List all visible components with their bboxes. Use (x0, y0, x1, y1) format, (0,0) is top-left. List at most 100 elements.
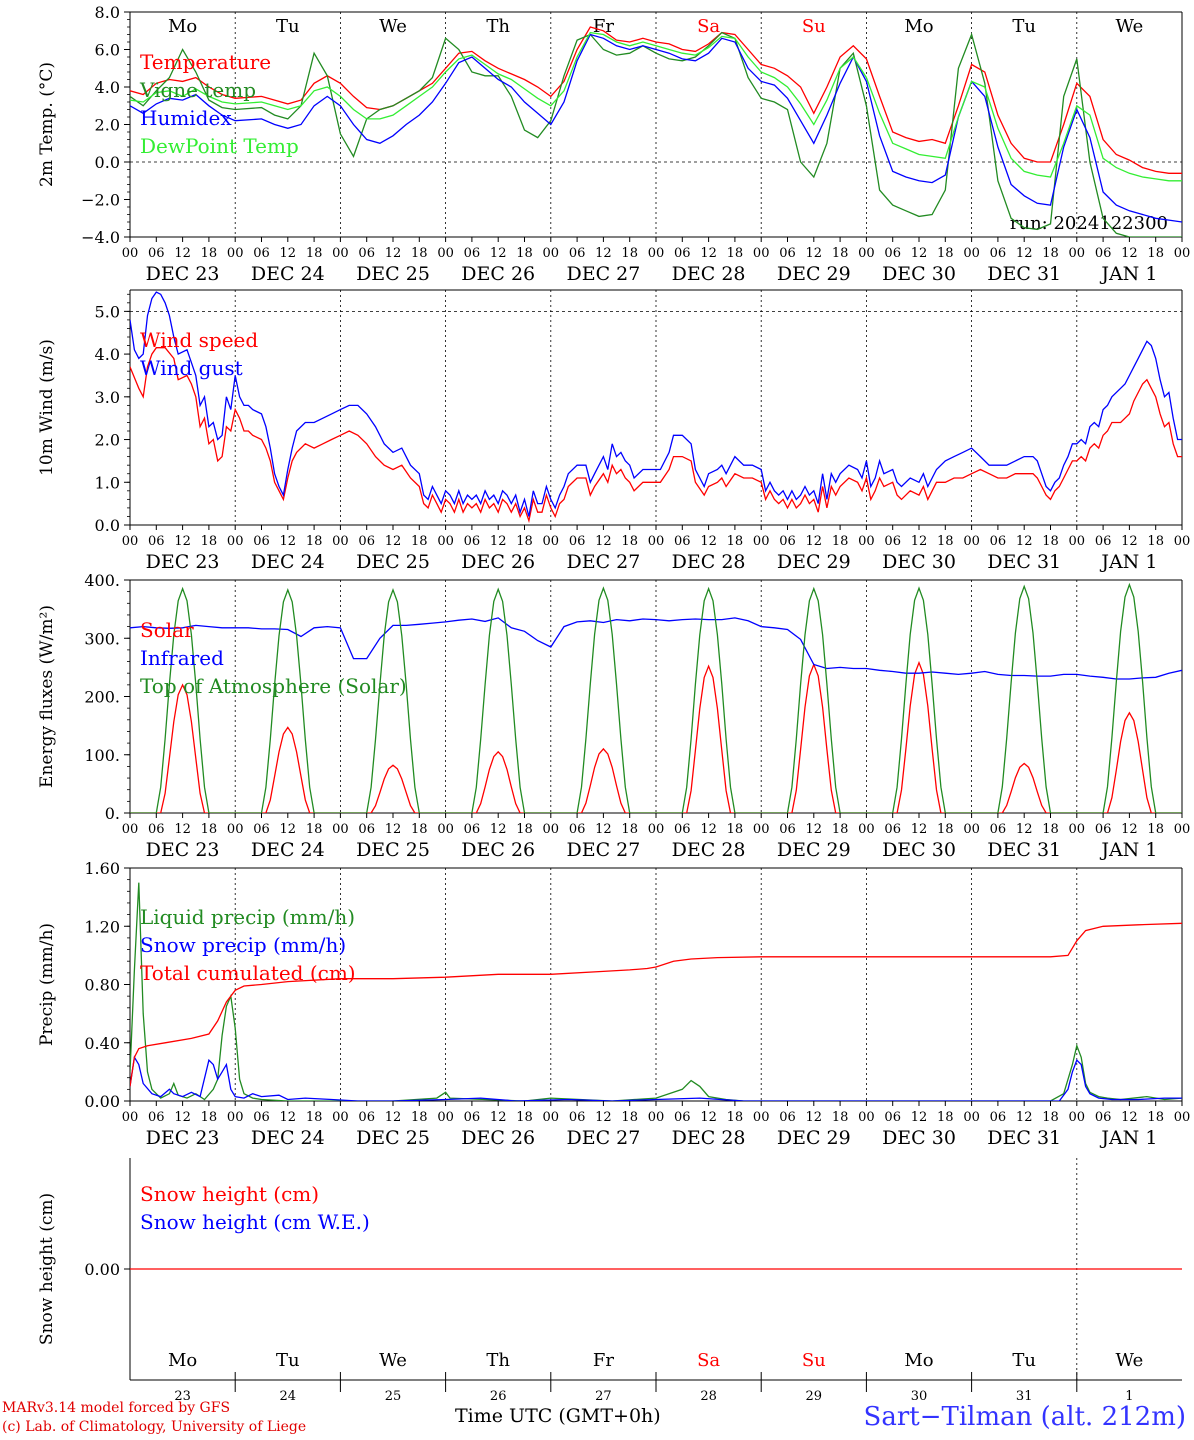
hour-tick-label: 06 (464, 1110, 481, 1125)
hour-tick-label: 18 (201, 822, 218, 837)
hour-tick-label: 06 (1095, 822, 1112, 837)
weekday-label: Mo (168, 1350, 197, 1371)
hour-tick-label: 06 (148, 1110, 165, 1125)
hour-tick-label: 18 (832, 246, 849, 261)
hour-tick-label: 12 (280, 1110, 297, 1125)
model-credit: MARv3.14 model forced by GFS (2, 1400, 231, 1416)
hour-tick-label: 18 (1147, 822, 1164, 837)
date-label: JAN 1 (1099, 1127, 1157, 1149)
day-number-label: 23 (174, 1389, 191, 1404)
day-number-label: 27 (595, 1389, 612, 1404)
hour-tick-label: 12 (174, 246, 191, 261)
panel-temperature: 8.0 6.0 4.0 2.0 0.0 −2.0 −4.0 2m Temp. (°C) 00 06… (37, 3, 1190, 285)
weekday-label: Su (802, 16, 826, 37)
legend-entry: Top of Atmosphere (Solar) (140, 674, 407, 698)
hour-tick-label: 06 (674, 534, 691, 549)
hour-tick-label: 18 (621, 1110, 638, 1125)
date-label: DEC 31 (987, 839, 1061, 861)
y-tick-label: 0.0 (95, 153, 120, 172)
hour-tick-label: 00 (1174, 534, 1191, 549)
date-label: DEC 23 (146, 1127, 220, 1149)
weekday-label: We (1116, 1350, 1144, 1371)
hour-tick-label: 06 (1095, 1110, 1112, 1125)
hour-tick-label: 06 (464, 534, 481, 549)
hour-tick-label: 18 (411, 246, 428, 261)
hour-tick-label: 18 (201, 1110, 218, 1125)
day-number-label: 25 (385, 1389, 402, 1404)
date-label: DEC 27 (566, 1127, 640, 1149)
hour-tick-label: 06 (674, 246, 691, 261)
date-label: DEC 24 (251, 839, 325, 861)
date-label: DEC 26 (461, 263, 535, 285)
date-label: JAN 1 (1099, 263, 1157, 285)
hour-tick-label: 06 (884, 822, 901, 837)
hour-tick-label: 18 (516, 534, 533, 549)
date-label: DEC 23 (146, 839, 220, 861)
hour-tick-label: 12 (700, 246, 717, 261)
date-label: JAN 1 (1099, 551, 1157, 573)
date-label: DEC 27 (566, 551, 640, 573)
hour-tick-label: 12 (385, 534, 402, 549)
hour-tick-label: 12 (911, 534, 928, 549)
weekday-label: Th (486, 16, 510, 37)
hour-tick-label: 00 (227, 1110, 244, 1125)
hour-tick-label: 00 (963, 246, 980, 261)
hour-tick-label: 18 (1147, 1110, 1164, 1125)
y-axis-title: 2m Temp. (°C) (37, 62, 57, 187)
hour-tick-label: 12 (806, 822, 823, 837)
hour-tick-label: 00 (122, 534, 139, 549)
hour-tick-label: 12 (911, 246, 928, 261)
y-axis-title: Energy fluxes (W/m²) (37, 605, 57, 788)
hour-tick-label: 18 (516, 1110, 533, 1125)
hour-tick-label: 06 (884, 1110, 901, 1125)
hour-tick-label: 12 (1016, 534, 1033, 549)
hour-tick-label: 06 (148, 246, 165, 261)
hour-tick-label: 18 (937, 822, 954, 837)
hour-tick-label: 06 (1095, 246, 1112, 261)
date-label: JAN 1 (1099, 839, 1157, 861)
series-temperature (130, 26, 1182, 174)
weekday-label: Mo (904, 16, 933, 37)
hour-tick-label: 12 (1121, 822, 1138, 837)
hour-tick-label: 00 (1069, 822, 1086, 837)
hour-tick-label: 00 (1174, 246, 1191, 261)
weekday-label: We (379, 1350, 407, 1371)
hour-tick-label: 06 (253, 822, 270, 837)
legend-entry: Snow precip (mm/h) (140, 933, 346, 957)
hour-tick-label: 00 (753, 534, 770, 549)
legend-entry: Total cumulated (cm) (140, 961, 356, 985)
y-tick-label: 3.0 (95, 388, 120, 407)
y-tick-label: 5.0 (95, 302, 120, 321)
weekday-label: Tu (276, 1350, 300, 1371)
hour-tick-label: 00 (648, 534, 665, 549)
y-tick-label: 6.0 (95, 41, 120, 60)
date-label: DEC 28 (672, 263, 746, 285)
hour-tick-label: 18 (201, 534, 218, 549)
hour-tick-label: 18 (411, 822, 428, 837)
hour-tick-label: 06 (569, 1110, 586, 1125)
date-label: DEC 29 (777, 551, 851, 573)
date-label: DEC 24 (251, 551, 325, 573)
hour-tick-label: 00 (227, 534, 244, 549)
hour-tick-label: 00 (858, 534, 875, 549)
hour-tick-label: 00 (543, 534, 560, 549)
hour-tick-label: 12 (700, 822, 717, 837)
series-liquid-precip-mm-h (130, 882, 1182, 1101)
hour-tick-label: 00 (1174, 1110, 1191, 1125)
legend-entry: Wind gust (140, 356, 243, 380)
weekday-label: Tu (276, 16, 300, 37)
date-label: DEC 27 (566, 839, 640, 861)
hour-tick-label: 18 (621, 534, 638, 549)
hour-tick-label: 00 (753, 822, 770, 837)
hour-tick-label: 12 (806, 246, 823, 261)
hour-tick-label: 00 (437, 822, 454, 837)
hour-tick-label: 06 (884, 246, 901, 261)
panel-precip: 1.60 1.20 0.80 0.40 0.00 Precip (mm/h) 00 06 12 1… (37, 859, 1190, 1149)
hour-tick-label: 12 (806, 534, 823, 549)
hour-tick-label: 12 (595, 246, 612, 261)
panel-energy: 400. 300. 200. 100. 0. Energy fluxes (W/m²) 00… (37, 571, 1190, 861)
weekday-label: Mo (168, 16, 197, 37)
hour-tick-label: 18 (832, 822, 849, 837)
hour-tick-label: 18 (1042, 246, 1059, 261)
hour-tick-label: 06 (779, 534, 796, 549)
